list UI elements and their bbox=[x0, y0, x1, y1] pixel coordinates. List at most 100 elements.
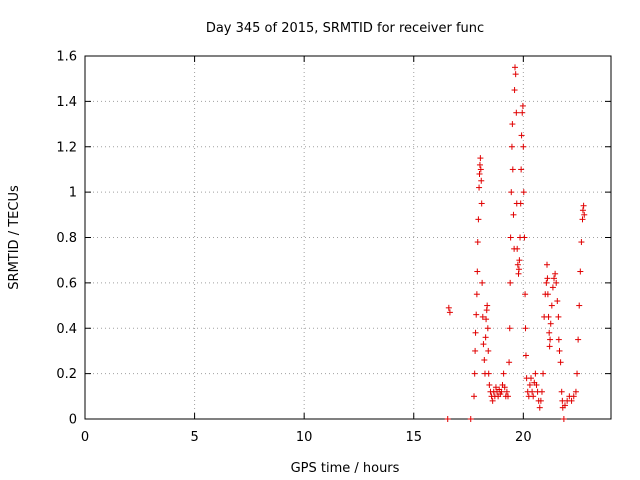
data-point bbox=[532, 370, 539, 377]
data-point bbox=[489, 397, 496, 404]
data-point bbox=[506, 325, 513, 332]
data-point bbox=[572, 388, 579, 395]
data-point bbox=[554, 298, 561, 305]
data-point bbox=[546, 343, 553, 350]
data-point bbox=[520, 143, 527, 150]
data-point bbox=[498, 388, 505, 395]
data-point bbox=[508, 189, 515, 196]
y-tick-label: 1.4 bbox=[56, 95, 77, 110]
data-point bbox=[530, 393, 537, 400]
data-point bbox=[536, 404, 543, 411]
x-tick-label: 15 bbox=[405, 430, 422, 445]
y-axis-label: SRMTID / TECUs bbox=[7, 185, 22, 290]
x-tick-label: 20 bbox=[515, 430, 532, 445]
data-point bbox=[503, 388, 510, 395]
data-point bbox=[526, 381, 533, 388]
data-point bbox=[544, 291, 551, 298]
data-point bbox=[471, 370, 478, 377]
data-point bbox=[506, 359, 513, 366]
y-tick-label: 0.8 bbox=[56, 231, 77, 246]
data-point bbox=[477, 166, 484, 173]
data-point bbox=[512, 64, 519, 71]
data-point bbox=[521, 234, 528, 241]
data-point bbox=[552, 270, 559, 277]
y-tick-label: 0 bbox=[69, 413, 77, 428]
data-point bbox=[471, 393, 478, 400]
data-point bbox=[581, 211, 588, 218]
x-tick-label: 5 bbox=[190, 430, 198, 445]
data-point bbox=[561, 402, 568, 409]
data-point bbox=[486, 381, 493, 388]
data-point bbox=[568, 397, 575, 404]
data-point bbox=[514, 261, 521, 268]
data-point bbox=[580, 202, 587, 209]
x-axis-label: GPS time / hours bbox=[291, 461, 400, 476]
data-point bbox=[473, 291, 480, 298]
data-point bbox=[549, 284, 556, 291]
y-tick-label: 0.6 bbox=[56, 276, 77, 291]
data-point bbox=[518, 166, 525, 173]
data-point bbox=[509, 166, 516, 173]
data-point bbox=[570, 393, 577, 400]
data-point bbox=[557, 359, 564, 366]
data-point bbox=[519, 109, 526, 116]
data-point bbox=[522, 352, 529, 359]
data-point bbox=[507, 279, 514, 286]
data-point bbox=[512, 71, 519, 78]
axis-ticks: 0 0.2 0.4 0.6 0.8 1 1.2 1.4 1.6 0 5 10 15 20 bbox=[56, 50, 611, 445]
data-point bbox=[477, 155, 484, 162]
data-point bbox=[577, 268, 584, 275]
data-point bbox=[522, 325, 529, 332]
data-point bbox=[537, 397, 544, 404]
data-point bbox=[538, 388, 545, 395]
data-point bbox=[546, 329, 553, 336]
data-point bbox=[476, 161, 483, 168]
data-point bbox=[444, 416, 451, 422]
data-point bbox=[540, 370, 547, 377]
data-point bbox=[473, 311, 480, 318]
data-point bbox=[544, 261, 551, 268]
data-point bbox=[507, 234, 514, 241]
data-point bbox=[482, 334, 489, 341]
y-tick-label: 1 bbox=[69, 186, 77, 201]
data-point bbox=[485, 347, 492, 354]
data-point bbox=[479, 279, 486, 286]
data-point bbox=[533, 381, 540, 388]
data-point bbox=[547, 336, 554, 343]
data-point bbox=[484, 325, 491, 332]
data-point bbox=[560, 416, 567, 422]
y-tick-label: 1.2 bbox=[56, 140, 77, 155]
data-point bbox=[516, 257, 523, 264]
data-point bbox=[574, 370, 581, 377]
data-point bbox=[544, 275, 551, 282]
data-point bbox=[485, 370, 492, 377]
data-point bbox=[504, 393, 511, 400]
data-point bbox=[475, 216, 482, 223]
x-tick-label: 10 bbox=[296, 430, 313, 445]
data-point bbox=[479, 313, 486, 320]
x-tick-label: 0 bbox=[81, 430, 89, 445]
data-point bbox=[555, 336, 562, 343]
data-point bbox=[478, 177, 485, 184]
data-point bbox=[519, 102, 526, 109]
data-point bbox=[510, 211, 517, 218]
data-point bbox=[553, 279, 560, 286]
data-point bbox=[518, 132, 525, 139]
grid bbox=[85, 56, 611, 419]
data-point bbox=[543, 279, 550, 286]
data-point bbox=[575, 336, 582, 343]
data-point bbox=[517, 200, 524, 207]
data-point bbox=[445, 304, 452, 311]
data-point bbox=[484, 302, 491, 309]
chart-title: Day 345 of 2015, SRMTID for receiver fun… bbox=[206, 21, 484, 36]
data-point bbox=[551, 275, 558, 282]
plot-frame bbox=[84, 55, 612, 420]
data-points bbox=[444, 64, 588, 422]
data-point bbox=[446, 309, 453, 316]
data-point bbox=[515, 266, 522, 273]
data-point bbox=[472, 329, 479, 336]
data-point bbox=[467, 416, 474, 422]
data-point bbox=[481, 357, 488, 364]
data-point bbox=[529, 388, 536, 395]
